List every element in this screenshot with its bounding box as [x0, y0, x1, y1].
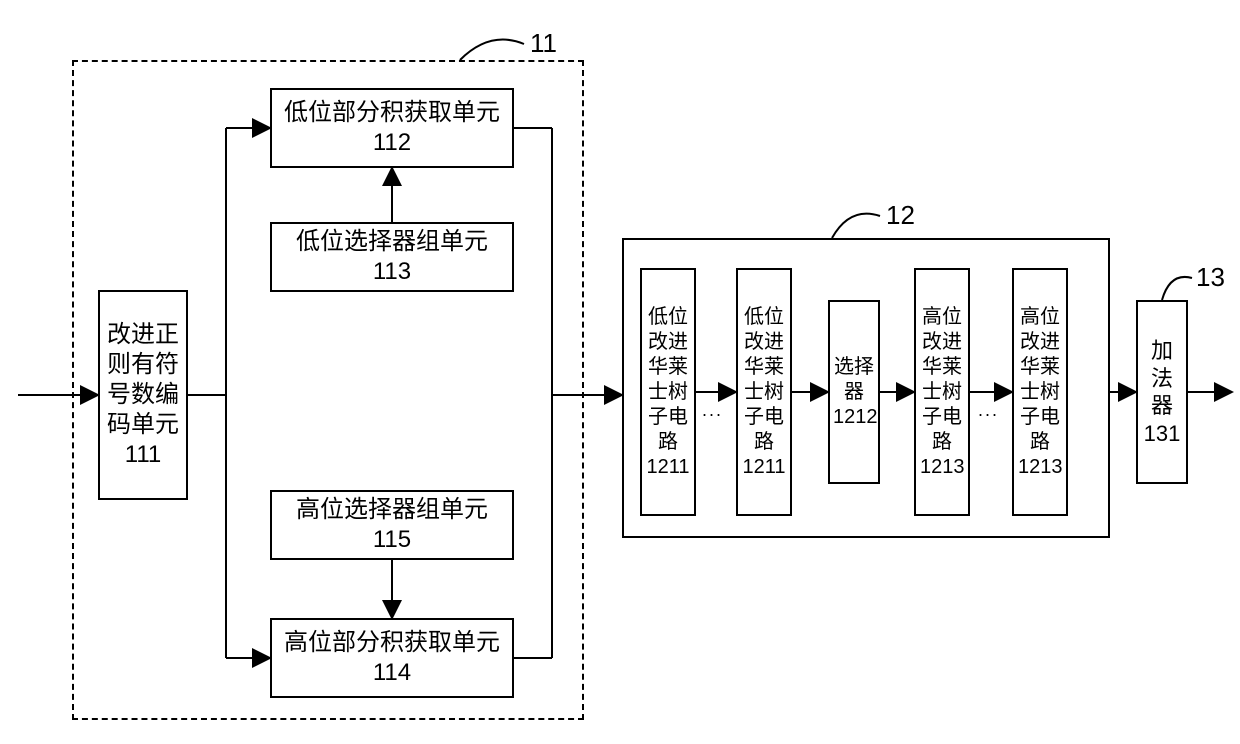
box-114-label: 高位部分积获取单元114: [282, 628, 502, 688]
box-111: 改进正则有符号数编码单元111: [98, 290, 188, 500]
box-1212-label: 选择器1212: [833, 355, 875, 430]
box-113-label: 低位选择器组单元113: [282, 227, 502, 287]
box-131: 加法器131: [1136, 300, 1188, 484]
box-1213b-label: 高位改进华莱士树子电路1213: [1018, 305, 1062, 480]
box-1213a-label: 高位改进华莱士树子电路1213: [920, 305, 964, 480]
box-114: 高位部分积获取单元114: [270, 618, 514, 698]
box-111-label: 改进正则有符号数编码单元111: [104, 320, 182, 470]
box-115: 高位选择器组单元115: [270, 490, 514, 560]
box-115-label: 高位选择器组单元115: [282, 495, 502, 555]
box-1211b-label: 低位改进华莱士树子电路1211: [742, 305, 786, 480]
label-11: 11: [530, 28, 557, 59]
box-1211a: 低位改进华莱士树子电路1211: [640, 268, 696, 516]
box-1213b: 高位改进华莱士树子电路1213: [1012, 268, 1068, 516]
label-13: 13: [1196, 262, 1225, 293]
box-112: 低位部分积获取单元112: [270, 88, 514, 168]
box-1211b: 低位改进华莱士树子电路1211: [736, 268, 792, 516]
box-131-label: 加法器131: [1142, 337, 1182, 447]
box-1211a-label: 低位改进华莱士树子电路1211: [646, 305, 690, 480]
box-112-label: 低位部分积获取单元112: [282, 98, 502, 158]
box-113: 低位选择器组单元113: [270, 222, 514, 292]
box-1212: 选择器1212: [828, 300, 880, 484]
box-1213a: 高位改进华莱士树子电路1213: [914, 268, 970, 516]
label-12: 12: [886, 200, 915, 231]
ellipsis-1: ...: [702, 400, 723, 421]
ellipsis-2: ...: [978, 400, 999, 421]
